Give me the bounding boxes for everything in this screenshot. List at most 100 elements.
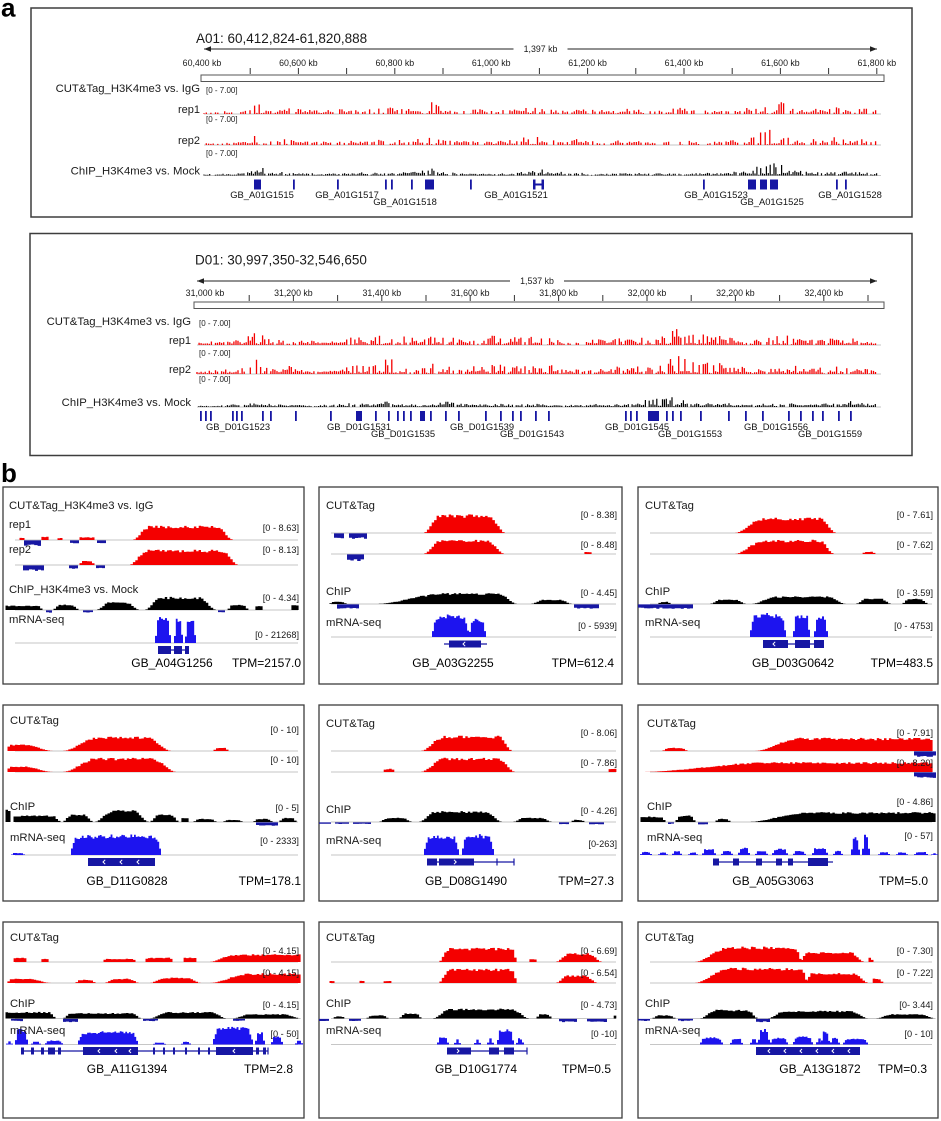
svg-text:ChIP: ChIP (645, 998, 670, 1010)
svg-text:ChIP: ChIP (326, 998, 351, 1010)
svg-text:[0 - 7.00]: [0 - 7.00] (206, 115, 238, 124)
svg-text:rep2: rep2 (178, 135, 200, 147)
svg-text:rep1: rep1 (9, 519, 31, 531)
svg-text:[0 - 4.15]: [0 - 4.15] (263, 946, 299, 956)
svg-text:ChIP: ChIP (645, 586, 670, 598)
svg-text:GB_A01G1523: GB_A01G1523 (684, 189, 748, 200)
svg-text:[0 - 8.20]: [0 - 8.20] (897, 758, 933, 768)
svg-text:GB_D01G1523: GB_D01G1523 (206, 421, 270, 432)
svg-text:61,200 kb: 61,200 kb (568, 58, 607, 68)
svg-text:GB_A13G1872: GB_A13G1872 (779, 1062, 861, 1076)
svg-text:CUT&Tag: CUT&Tag (10, 932, 59, 944)
svg-text:[0 - 21268]: [0 - 21268] (255, 630, 299, 640)
svg-text:[0 - 7.91]: [0 - 7.91] (897, 728, 933, 738)
svg-text:32,200 kb: 32,200 kb (716, 288, 755, 298)
svg-text:[0 - 4.86]: [0 - 4.86] (897, 797, 933, 807)
svg-text:GB_A03G2255: GB_A03G2255 (412, 656, 494, 670)
svg-text:31,400 kb: 31,400 kb (362, 288, 401, 298)
svg-text:rep1: rep1 (169, 335, 191, 347)
svg-text:[0 - 57]: [0 - 57] (904, 831, 933, 841)
svg-text:GB_A01G1528: GB_A01G1528 (818, 189, 882, 200)
svg-text:GB_D01G1543: GB_D01G1543 (500, 428, 564, 439)
svg-text:TPM=5.0: TPM=5.0 (879, 874, 928, 888)
svg-text:61,600 kb: 61,600 kb (761, 58, 800, 68)
svg-text:31,800 kb: 31,800 kb (539, 288, 578, 298)
svg-text:GB_A01G1525: GB_A01G1525 (740, 196, 804, 207)
svg-text:[0 - 3.59]: [0 - 3.59] (897, 588, 933, 598)
svg-text:GB_A01G1521: GB_A01G1521 (484, 189, 548, 200)
svg-text:[0 - 2333]: [0 - 2333] (260, 836, 299, 846)
svg-text:ChIP: ChIP (326, 586, 351, 598)
svg-text:TPM=612.4: TPM=612.4 (552, 656, 615, 670)
svg-text:CUT&Tag: CUT&Tag (326, 718, 375, 730)
svg-text:[0 - 4.73]: [0 - 4.73] (581, 1000, 617, 1010)
svg-text:32,000 kb: 32,000 kb (628, 288, 667, 298)
svg-text:ChIP: ChIP (647, 801, 672, 813)
svg-text:31,200 kb: 31,200 kb (274, 288, 313, 298)
svg-text:60,400 kb: 60,400 kb (183, 58, 222, 68)
svg-text:[0 - 6.54]: [0 - 6.54] (581, 968, 617, 978)
svg-text:[0 - 4753]: [0 - 4753] (894, 621, 933, 631)
svg-text:GB_A04G1256: GB_A04G1256 (131, 656, 213, 670)
svg-text:[0 - 4.15]: [0 - 4.15] (263, 1000, 299, 1010)
svg-text:ChIP_H3K4me3 vs. Mock: ChIP_H3K4me3 vs. Mock (62, 397, 192, 409)
svg-text:GB_D01G1535: GB_D01G1535 (371, 428, 435, 439)
svg-text:GB_D01G1556: GB_D01G1556 (744, 421, 808, 432)
svg-text:61,000 kb: 61,000 kb (472, 58, 511, 68)
svg-text:1,397 kb: 1,397 kb (524, 44, 558, 54)
svg-text:ChIP_H3K4me3 vs. Mock: ChIP_H3K4me3 vs. Mock (9, 584, 139, 596)
svg-text:mRNA-seq: mRNA-seq (10, 832, 65, 844)
svg-text:CUT&Tag: CUT&Tag (647, 718, 696, 730)
svg-text:GB_A01G1518: GB_A01G1518 (373, 196, 437, 207)
svg-text:60,600 kb: 60,600 kb (279, 58, 318, 68)
svg-text:rep2: rep2 (9, 544, 31, 556)
svg-text:[0 -10]: [0 -10] (591, 1029, 617, 1039)
svg-text:[0 - 10]: [0 - 10] (904, 1029, 933, 1039)
svg-text:TPM=2.8: TPM=2.8 (244, 1062, 293, 1076)
svg-text:ChIP: ChIP (10, 998, 35, 1010)
svg-text:b: b (1, 458, 17, 488)
svg-text:GB_A01G1517: GB_A01G1517 (315, 189, 379, 200)
svg-text:TPM=0.3: TPM=0.3 (878, 1062, 927, 1076)
svg-text:[0 - 8.48]: [0 - 8.48] (581, 540, 617, 550)
svg-text:GB_D08G1490: GB_D08G1490 (425, 874, 507, 888)
svg-text:CUT&Tag: CUT&Tag (326, 500, 375, 512)
svg-text:CUT&Tag: CUT&Tag (645, 932, 694, 944)
svg-text:CUT&Tag_H3K4me3 vs. IgG: CUT&Tag_H3K4me3 vs. IgG (9, 500, 153, 512)
svg-text:GB_A05G3063: GB_A05G3063 (732, 874, 814, 888)
svg-text:[0 - 4.15]: [0 - 4.15] (263, 968, 299, 978)
svg-text:TPM=2157.0: TPM=2157.0 (232, 656, 301, 670)
svg-text:CUT&Tag: CUT&Tag (326, 932, 375, 944)
svg-text:mRNA-seq: mRNA-seq (10, 1025, 65, 1037)
svg-text:mRNA-seq: mRNA-seq (326, 1025, 381, 1037)
svg-text:[0 - 7.62]: [0 - 7.62] (897, 540, 933, 550)
svg-text:[0 - 7.00]: [0 - 7.00] (199, 319, 231, 328)
svg-text:TPM=178.1: TPM=178.1 (239, 874, 302, 888)
svg-text:[0- 3.44]: [0- 3.44] (899, 1000, 933, 1010)
svg-text:[0 - 5]: [0 - 5] (276, 803, 300, 813)
svg-text:[0 - 4.34]: [0 - 4.34] (263, 593, 299, 603)
svg-text:TPM=27.3: TPM=27.3 (558, 874, 614, 888)
svg-text:mRNA-seq: mRNA-seq (647, 832, 702, 844)
svg-text:61,800 kb: 61,800 kb (857, 58, 896, 68)
svg-text:[0 - 8.13]: [0 - 8.13] (263, 545, 299, 555)
svg-text:[0 - 7.00]: [0 - 7.00] (206, 86, 238, 95)
svg-text:D01: 30,997,350-32,546,650: D01: 30,997,350-32,546,650 (195, 253, 367, 268)
svg-text:GB_A11G1394: GB_A11G1394 (87, 1062, 168, 1076)
svg-text:[0 - 4.45]: [0 - 4.45] (581, 588, 617, 598)
svg-text:A01: 60,412,824-61,820,888: A01: 60,412,824-61,820,888 (196, 31, 367, 46)
svg-text:GB_D10G1774: GB_D10G1774 (435, 1062, 517, 1076)
svg-text:rep1: rep1 (178, 104, 200, 116)
svg-text:CUT&Tag: CUT&Tag (645, 500, 694, 512)
svg-text:[0 - 8.06]: [0 - 8.06] (581, 728, 617, 738)
svg-text:CUT&Tag: CUT&Tag (10, 715, 59, 727)
svg-text:GB_D01G1545: GB_D01G1545 (605, 421, 669, 432)
svg-text:[0 - 5939]: [0 - 5939] (578, 621, 617, 631)
svg-text:[0 - 8.63]: [0 - 8.63] (263, 523, 299, 533)
svg-text:[0 - 7.86]: [0 - 7.86] (581, 758, 617, 768)
svg-text:[0 - 50]: [0 - 50] (270, 1029, 299, 1039)
svg-text:GB_D03G0642: GB_D03G0642 (752, 656, 834, 670)
svg-text:mRNA-seq: mRNA-seq (9, 614, 64, 626)
svg-text:[0 - 7.61]: [0 - 7.61] (897, 510, 933, 520)
svg-text:mRNA-seq: mRNA-seq (326, 617, 381, 629)
